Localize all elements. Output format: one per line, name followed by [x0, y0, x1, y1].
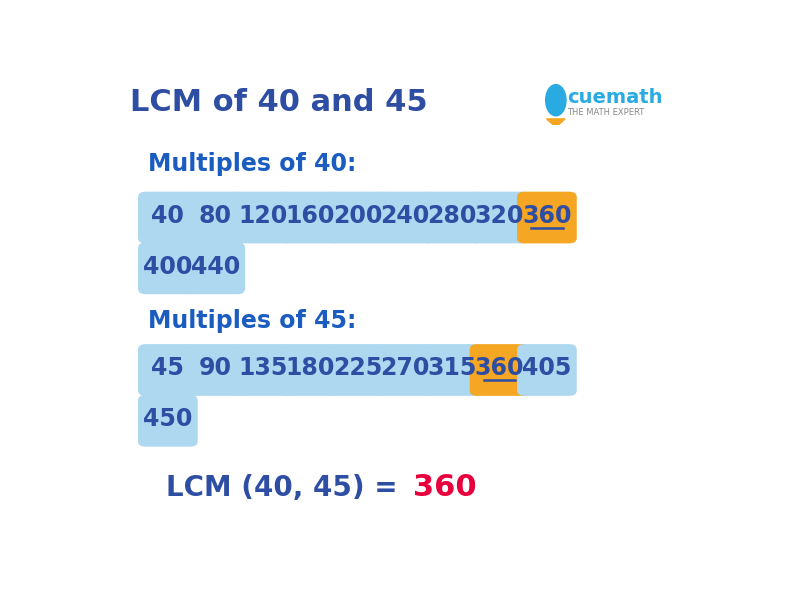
FancyBboxPatch shape [233, 191, 292, 244]
Text: Multiples of 40:: Multiples of 40: [148, 152, 357, 176]
Text: 180: 180 [285, 356, 335, 380]
Text: 135: 135 [238, 356, 287, 380]
FancyBboxPatch shape [375, 191, 434, 244]
Text: 360: 360 [522, 203, 572, 227]
Text: 315: 315 [427, 356, 477, 380]
Text: Multiples of 45:: Multiples of 45: [148, 310, 357, 334]
Text: 40: 40 [152, 203, 184, 227]
FancyBboxPatch shape [138, 344, 198, 396]
Text: 45: 45 [152, 356, 184, 380]
FancyBboxPatch shape [422, 344, 482, 396]
FancyBboxPatch shape [328, 191, 387, 244]
FancyBboxPatch shape [138, 191, 198, 244]
FancyBboxPatch shape [375, 344, 434, 396]
FancyBboxPatch shape [517, 344, 576, 396]
Text: 80: 80 [198, 203, 232, 227]
FancyBboxPatch shape [470, 344, 530, 396]
FancyBboxPatch shape [422, 191, 482, 244]
FancyBboxPatch shape [328, 344, 387, 396]
Text: THE MATH EXPERT: THE MATH EXPERT [567, 108, 644, 117]
FancyBboxPatch shape [280, 191, 340, 244]
Text: 225: 225 [333, 356, 382, 380]
Text: 270: 270 [380, 356, 430, 380]
Text: 360: 360 [475, 356, 524, 380]
Text: LCM of 40 and 45: LCM of 40 and 45 [130, 88, 428, 116]
FancyBboxPatch shape [233, 344, 292, 396]
Text: 450: 450 [143, 407, 193, 431]
Text: 200: 200 [333, 203, 382, 227]
Text: 120: 120 [238, 203, 287, 227]
Text: 320: 320 [475, 203, 524, 227]
Text: 360: 360 [413, 473, 476, 502]
Text: 160: 160 [285, 203, 335, 227]
FancyBboxPatch shape [470, 191, 530, 244]
Text: 405: 405 [522, 356, 572, 380]
FancyBboxPatch shape [138, 395, 198, 446]
FancyBboxPatch shape [185, 191, 245, 244]
Text: 240: 240 [380, 203, 430, 227]
Text: LCM (40, 45) =: LCM (40, 45) = [166, 474, 407, 502]
FancyBboxPatch shape [138, 242, 198, 294]
Text: 440: 440 [191, 254, 240, 278]
Text: 400: 400 [143, 254, 193, 278]
FancyBboxPatch shape [280, 344, 340, 396]
FancyBboxPatch shape [185, 242, 245, 294]
FancyBboxPatch shape [185, 344, 245, 396]
FancyBboxPatch shape [517, 191, 576, 244]
Text: cuemath: cuemath [567, 88, 662, 107]
Text: 90: 90 [198, 356, 232, 380]
Text: 280: 280 [427, 203, 477, 227]
